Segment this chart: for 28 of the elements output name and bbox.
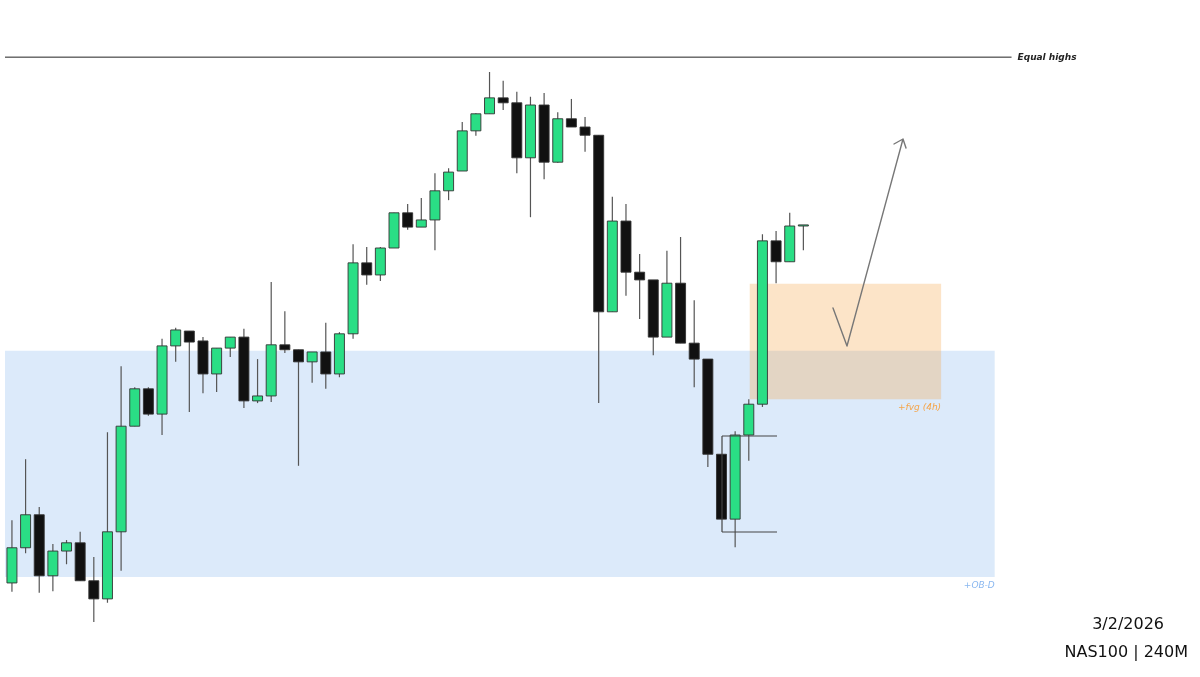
candlestick xyxy=(88,556,100,623)
candlestick xyxy=(797,224,809,251)
candlestick xyxy=(770,230,782,284)
band-label: +fvg (4h) xyxy=(898,402,942,413)
candlestick xyxy=(320,322,332,390)
candlestick xyxy=(61,539,72,565)
candlestick xyxy=(224,336,236,358)
candlestick xyxy=(361,246,373,286)
candlestick xyxy=(402,203,414,231)
candlestick xyxy=(306,351,318,384)
candlestick xyxy=(579,116,591,153)
candlestick xyxy=(634,253,646,320)
candlestick xyxy=(470,112,482,137)
band-label: +OB-D xyxy=(963,579,995,590)
candlestick xyxy=(170,327,182,363)
candlestick xyxy=(183,330,195,413)
candlestick xyxy=(484,71,495,115)
candlestick xyxy=(293,349,304,467)
candlestick xyxy=(688,299,700,388)
text: 3/2/2026 xyxy=(1092,614,1164,633)
candlestick xyxy=(497,80,509,111)
candlestick xyxy=(443,167,455,201)
candlestick xyxy=(279,310,291,354)
candlestick xyxy=(252,358,264,404)
candlestick xyxy=(565,98,577,128)
ref-line-label: Equal highs xyxy=(1017,52,1078,63)
candlestick xyxy=(415,197,427,228)
text: NAS100 | 240M xyxy=(1064,642,1188,661)
